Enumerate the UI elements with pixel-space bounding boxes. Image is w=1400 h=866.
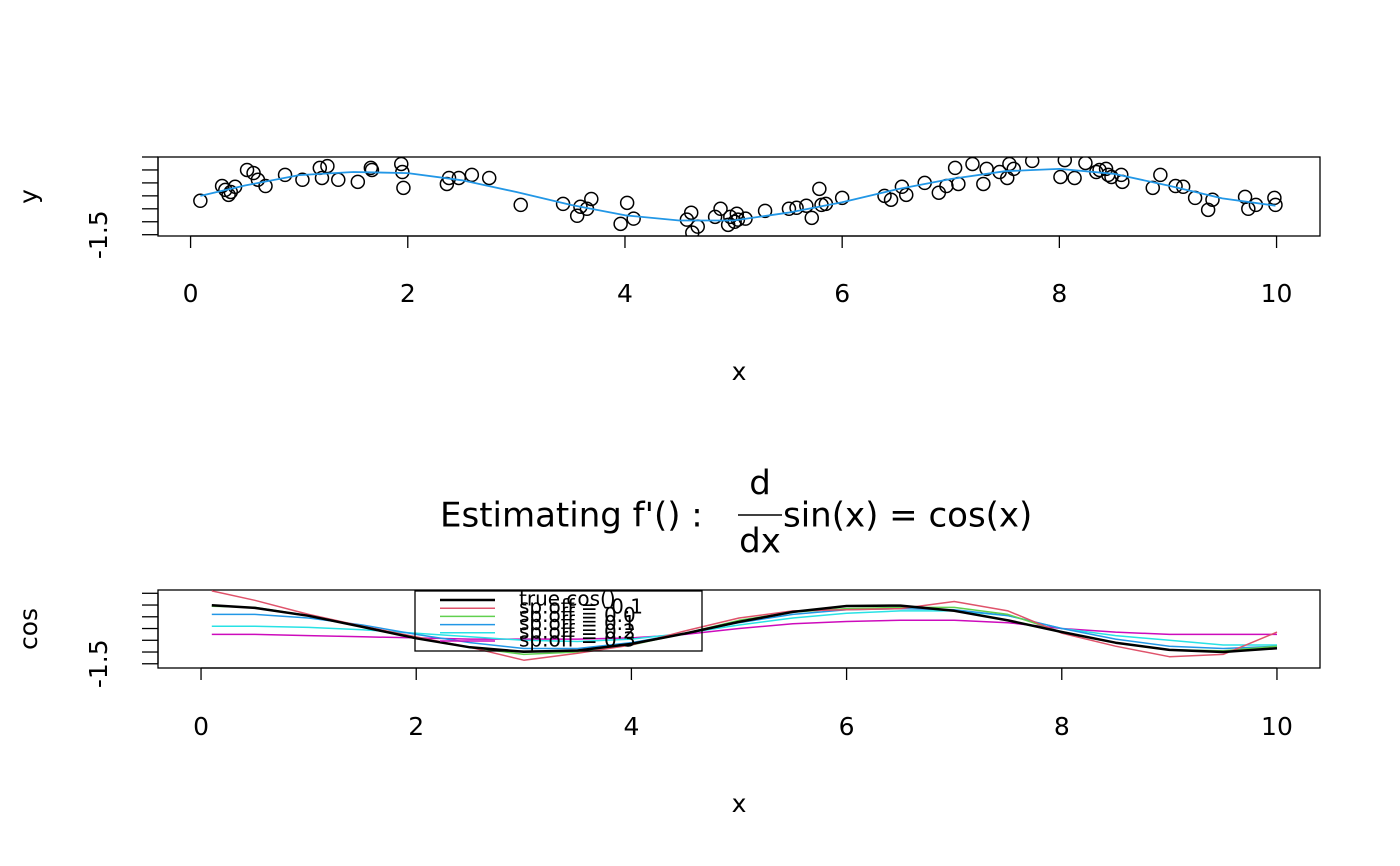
- point: [965, 157, 980, 172]
- plot-area: [211, 590, 1278, 661]
- x-tick-label: 2: [408, 712, 424, 741]
- legend-label: sp.off = 0.2: [519, 619, 636, 643]
- point: [683, 205, 699, 220]
- x-tick-label: 4: [623, 712, 639, 741]
- x-tick-label: 10: [1261, 712, 1293, 741]
- point: [1267, 190, 1282, 206]
- legend-box: [414, 590, 703, 652]
- x-tick-label: 2: [400, 279, 416, 308]
- point: [1241, 201, 1256, 217]
- title-numerator: d: [749, 464, 771, 504]
- point: [727, 214, 742, 230]
- y-axis-label: cos: [14, 608, 43, 650]
- point: [626, 211, 641, 226]
- y-axis-label: y: [14, 189, 43, 204]
- point: [239, 162, 255, 178]
- point: [1175, 179, 1191, 195]
- y-tick-label: -1.5: [84, 210, 113, 259]
- point: [789, 200, 804, 216]
- point: [707, 209, 723, 225]
- point: [223, 184, 239, 200]
- title-prefix: Estimating f'() :: [440, 496, 703, 536]
- legend-label: sp.off = -0.1: [519, 595, 643, 619]
- point: [295, 172, 310, 188]
- point: [799, 198, 814, 213]
- point: [883, 192, 899, 207]
- point: [757, 203, 773, 219]
- point: [193, 193, 208, 209]
- point: [258, 178, 273, 194]
- x-tick-label: 0: [183, 279, 199, 308]
- point: [320, 158, 335, 174]
- point: [781, 201, 797, 217]
- point: [277, 167, 293, 183]
- point: [396, 180, 411, 196]
- point: [898, 187, 914, 203]
- point: [1248, 197, 1264, 213]
- point: [481, 170, 497, 186]
- point: [834, 190, 850, 206]
- point: [1057, 157, 1073, 168]
- plot-area: [193, 157, 1283, 236]
- point: [1092, 162, 1107, 178]
- series-line: [211, 590, 1278, 661]
- plot-box: [157, 156, 1321, 237]
- point: [573, 199, 588, 214]
- x-tick-label: 4: [617, 279, 633, 308]
- legend-label: sp.off = 0.1: [519, 611, 636, 635]
- point: [1078, 157, 1093, 171]
- point: [1205, 192, 1220, 207]
- point: [394, 157, 409, 172]
- x-tick-label: 0: [193, 712, 209, 741]
- y-tick-label: -1.5: [84, 639, 113, 688]
- point: [451, 170, 467, 186]
- point: [464, 167, 480, 183]
- point: [713, 201, 728, 217]
- x-tick-label: 8: [1051, 279, 1067, 308]
- x-tick-label: 6: [839, 712, 855, 741]
- point: [569, 208, 585, 224]
- x-axis-label: x: [732, 789, 747, 818]
- point: [1200, 202, 1216, 218]
- point: [1024, 157, 1040, 169]
- point: [1067, 170, 1082, 186]
- point: [976, 176, 991, 192]
- point: [314, 170, 330, 186]
- point: [947, 160, 963, 176]
- legend-label: true cos(): [519, 587, 616, 611]
- point: [1006, 161, 1022, 177]
- x-tick-label: 10: [1261, 279, 1293, 308]
- x-axis-label: x: [732, 357, 747, 386]
- point: [331, 172, 346, 188]
- point: [931, 185, 947, 200]
- point: [723, 209, 738, 225]
- fit-line: [200, 168, 1276, 222]
- point: [812, 181, 827, 197]
- title-denominator: dx: [739, 522, 781, 562]
- point: [804, 210, 820, 226]
- point: [350, 174, 366, 190]
- series-line: [211, 619, 1277, 640]
- x-tick-label: 6: [834, 279, 850, 308]
- point: [513, 197, 528, 213]
- point: [1098, 161, 1114, 177]
- point: [619, 195, 635, 211]
- point: [613, 216, 628, 232]
- point: [1053, 169, 1068, 185]
- point: [584, 191, 599, 207]
- title-rest: sin(x) = cos(x): [783, 496, 1032, 536]
- legend-label: sp.off = 0.0: [519, 603, 636, 627]
- point: [364, 162, 380, 178]
- series-line: [211, 603, 1278, 654]
- x-tick-label: 8: [1054, 712, 1070, 741]
- point: [1153, 167, 1168, 183]
- legend-label: sp.off = 0.3: [519, 628, 636, 652]
